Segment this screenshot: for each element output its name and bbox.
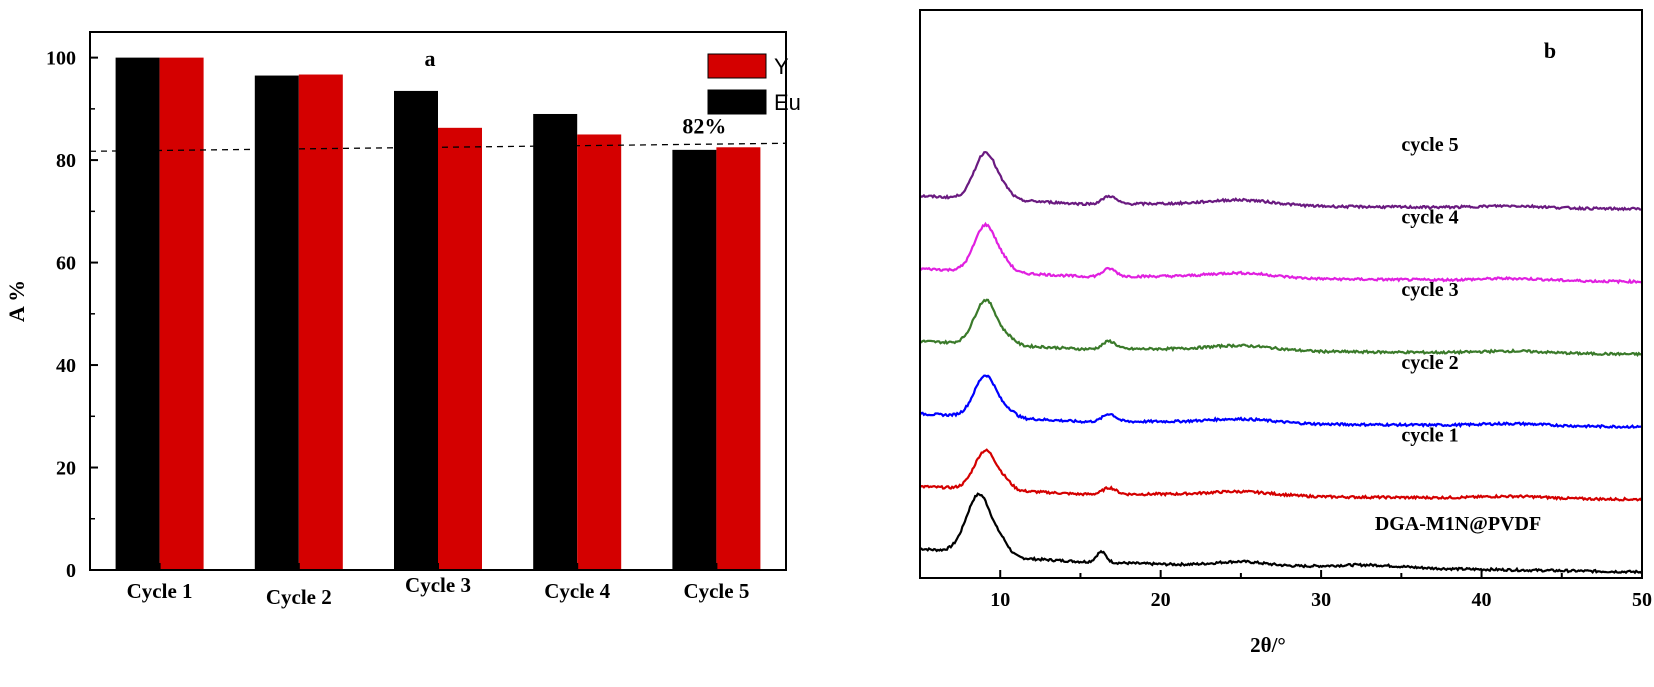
- y-tick-label: 0: [66, 560, 76, 582]
- x-tick-label: 10: [990, 589, 1010, 611]
- y-tick-label: 60: [56, 253, 76, 275]
- x-tick-label: Cycle 3: [405, 573, 471, 597]
- bar-y-3: [438, 127, 482, 570]
- xrd-trace-cycle-1: [919, 448, 1643, 502]
- y-tick-label: 100: [46, 48, 76, 70]
- legend-label-y: Y: [774, 54, 789, 79]
- x-tick-label: 50: [1632, 589, 1652, 611]
- x-tick-label: 40: [1472, 589, 1492, 611]
- xrd-trace-cycle-2: [919, 374, 1642, 430]
- series-label: cycle 5: [1401, 134, 1458, 156]
- y-axis-label: A %: [4, 280, 29, 322]
- xrd-trace-cycle-4: [919, 221, 1642, 285]
- bar-eu-4: [533, 113, 578, 570]
- panel-a: 82% 0 20 40 60 80 100 Cycle 1 Cycle 2 Cycle 3 Cy…: [4, 31, 801, 609]
- series-label: cycle 1: [1401, 424, 1458, 446]
- legend-label-eu: Eu: [774, 90, 801, 115]
- x-tick-label: Cycle 5: [683, 579, 749, 603]
- panel-label-b: b: [1544, 38, 1556, 63]
- series-label: cycle 2: [1401, 352, 1458, 374]
- y-tick-label: 20: [56, 458, 76, 480]
- bar-y-1: [159, 57, 204, 571]
- bar-eu-3: [394, 90, 438, 570]
- reference-line-label: 82%: [682, 113, 726, 138]
- panel-label-a: a: [425, 46, 436, 71]
- y-tick-label: 80: [56, 150, 76, 172]
- legend-swatch-y: [707, 53, 767, 79]
- bar-eu-1: [115, 57, 160, 571]
- x-axis-label: 2θ/°: [1250, 633, 1286, 657]
- bar-eu-5: [672, 149, 717, 570]
- legend-swatch-eu: [707, 89, 767, 115]
- bar-y-4: [577, 134, 622, 570]
- x-tick-label: 30: [1311, 589, 1331, 611]
- series-label: cycle 4: [1401, 207, 1458, 229]
- series-label: DGA-M1N@PVDF: [1375, 513, 1541, 535]
- series-label: cycle 3: [1401, 279, 1458, 301]
- bar-y-5: [716, 147, 761, 571]
- x-tick-label: Cycle 2: [266, 585, 332, 609]
- panel-b: DGA-M1N@PVDF cycle 1 cycle 2 cycle 3 cycle 4…: [919, 9, 1652, 657]
- x-tick-label: 20: [1151, 589, 1171, 611]
- bar-eu-2: [254, 75, 299, 571]
- y-tick-label: 40: [56, 355, 76, 377]
- x-tick-label: Cycle 4: [544, 579, 610, 603]
- legend: Y Eu: [707, 53, 801, 115]
- xrd-trace-dga-m1n-pvdf: [920, 492, 1643, 575]
- plot-frame-b: [919, 9, 1643, 579]
- x-tick-label: Cycle 1: [127, 579, 193, 603]
- xrd-trace-cycle-3: [919, 298, 1642, 357]
- bar-y-2: [298, 74, 343, 570]
- xrd-trace-cycle-5: [919, 150, 1642, 212]
